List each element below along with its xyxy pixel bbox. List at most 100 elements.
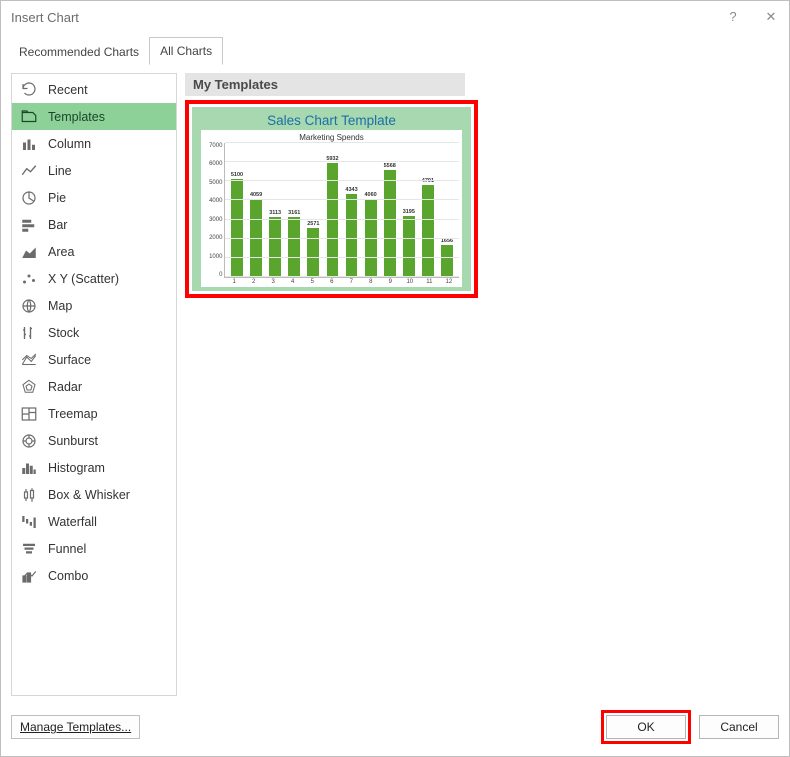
sidebar-item-sunburst[interactable]: Sunburst [12, 427, 176, 454]
sidebar-item-label: Templates [48, 110, 105, 124]
sidebar-item-histogram[interactable]: Histogram [12, 454, 176, 481]
waterfall-icon [18, 513, 40, 531]
bar-value-label: 4060 [365, 192, 377, 198]
sidebar-item-radar[interactable]: Radar [12, 373, 176, 400]
histogram-icon [18, 459, 40, 477]
xtick: 2 [244, 278, 264, 285]
bar-value-label: 4343 [345, 187, 357, 193]
titlebar: Insert Chart ? ✕ [1, 1, 789, 33]
template-chart: Marketing Spends 70006000500040003000200… [201, 130, 461, 287]
chart-yaxis: 70006000500040003000200010000 [204, 143, 224, 278]
xtick: 7 [342, 278, 362, 285]
bar-value-label: 4059 [250, 192, 262, 198]
sidebar-item-recent[interactable]: Recent [12, 76, 176, 103]
bar-value-label: 2571 [307, 221, 319, 227]
bar [441, 245, 453, 277]
sidebar-item-label: Column [48, 137, 91, 151]
xtick: 5 [302, 278, 322, 285]
chart-xaxis: 123456789101112 [204, 278, 458, 285]
dialog-title: Insert Chart [11, 10, 721, 25]
xtick: 8 [361, 278, 381, 285]
sidebar-item-line[interactable]: Line [12, 157, 176, 184]
sidebar-item-boxw[interactable]: Box & Whisker [12, 481, 176, 508]
sidebar-item-column[interactable]: Column [12, 130, 176, 157]
sidebar-item-label: Radar [48, 380, 82, 394]
sidebar-item-area[interactable]: Area [12, 238, 176, 265]
sidebar-item-label: Surface [48, 353, 91, 367]
ytick: 2000 [209, 235, 222, 241]
bar [307, 228, 319, 277]
sidebar-item-funnel[interactable]: Funnel [12, 535, 176, 562]
gridline [225, 276, 458, 277]
sidebar-item-label: Combo [48, 569, 88, 583]
chart-type-sidebar: Recent Templates Column Line Pie Bar Area X Y (… [11, 73, 177, 696]
sidebar-item-label: Line [48, 164, 72, 178]
sidebar-item-scatter[interactable]: X Y (Scatter) [12, 265, 176, 292]
recent-icon [18, 81, 40, 99]
ytick: 7000 [209, 143, 222, 149]
template-tile[interactable]: Sales Chart Template Marketing Spends 70… [185, 100, 478, 298]
ok-button[interactable]: OK [606, 715, 686, 739]
area-icon [18, 243, 40, 261]
combo-icon [18, 567, 40, 585]
sidebar-item-templates[interactable]: Templates [12, 103, 176, 130]
bar [346, 194, 358, 277]
sidebar-item-map[interactable]: Map [12, 292, 176, 319]
xtick: 9 [381, 278, 401, 285]
sidebar-item-label: Stock [48, 326, 79, 340]
bar [403, 216, 415, 277]
gridline [225, 238, 458, 239]
template-caption: Sales Chart Template [267, 111, 396, 130]
sidebar-item-label: Waterfall [48, 515, 97, 529]
bar-value-label: 4791 [422, 178, 434, 184]
tabs: Recommended Charts All Charts [1, 33, 789, 65]
sidebar-item-treemap[interactable]: Treemap [12, 400, 176, 427]
sidebar-item-label: Funnel [48, 542, 86, 556]
xtick: 11 [420, 278, 440, 285]
sidebar-item-label: Area [48, 245, 74, 259]
xtick: 3 [263, 278, 283, 285]
xtick: 10 [400, 278, 420, 285]
tab-recommended[interactable]: Recommended Charts [9, 39, 149, 65]
help-icon[interactable]: ? [721, 9, 745, 25]
tab-all-charts[interactable]: All Charts [149, 37, 223, 65]
sidebar-item-label: Histogram [48, 461, 105, 475]
bar-icon [18, 216, 40, 234]
ytick: 6000 [209, 161, 222, 167]
templates-group-title: My Templates [185, 73, 465, 96]
sidebar-item-label: Sunburst [48, 434, 98, 448]
sidebar-item-stock[interactable]: Stock [12, 319, 176, 346]
bar-value-label: 3195 [403, 209, 415, 215]
gridline [225, 180, 458, 181]
xtick: 1 [224, 278, 244, 285]
manage-templates-button[interactable]: Manage Templates... [11, 715, 140, 739]
close-icon[interactable]: ✕ [759, 9, 783, 25]
sidebar-item-label: Recent [48, 83, 88, 97]
bar [231, 179, 243, 277]
sidebar-item-label: Bar [48, 218, 67, 232]
gridline [225, 161, 458, 162]
bar-value-label: 5100 [231, 172, 243, 178]
main-panel: My Templates Sales Chart Template Market… [185, 73, 779, 696]
scatter-icon [18, 270, 40, 288]
bar-value-label: 3113 [269, 210, 281, 216]
footer: Manage Templates... OK Cancel [1, 700, 789, 756]
sidebar-item-surface[interactable]: Surface [12, 346, 176, 373]
chart-body: 70006000500040003000200010000 5100405931… [204, 143, 458, 278]
sidebar-item-combo[interactable]: Combo [12, 562, 176, 589]
chart-plot: 5100405931133161257159324343406055683195… [224, 143, 458, 278]
ytick: 3000 [209, 217, 222, 223]
gridline [225, 257, 458, 258]
cancel-button[interactable]: Cancel [699, 715, 779, 739]
ytick: 1000 [209, 254, 222, 260]
sidebar-item-label: X Y (Scatter) [48, 272, 119, 286]
xtick: 12 [439, 278, 459, 285]
sidebar-item-waterfall[interactable]: Waterfall [12, 508, 176, 535]
sidebar-item-bar[interactable]: Bar [12, 211, 176, 238]
bar [288, 217, 300, 278]
bar-value-label: 3161 [288, 210, 300, 216]
sidebar-item-pie[interactable]: Pie [12, 184, 176, 211]
sidebar-item-label: Pie [48, 191, 66, 205]
gridline [225, 142, 458, 143]
sidebar-item-label: Map [48, 299, 72, 313]
